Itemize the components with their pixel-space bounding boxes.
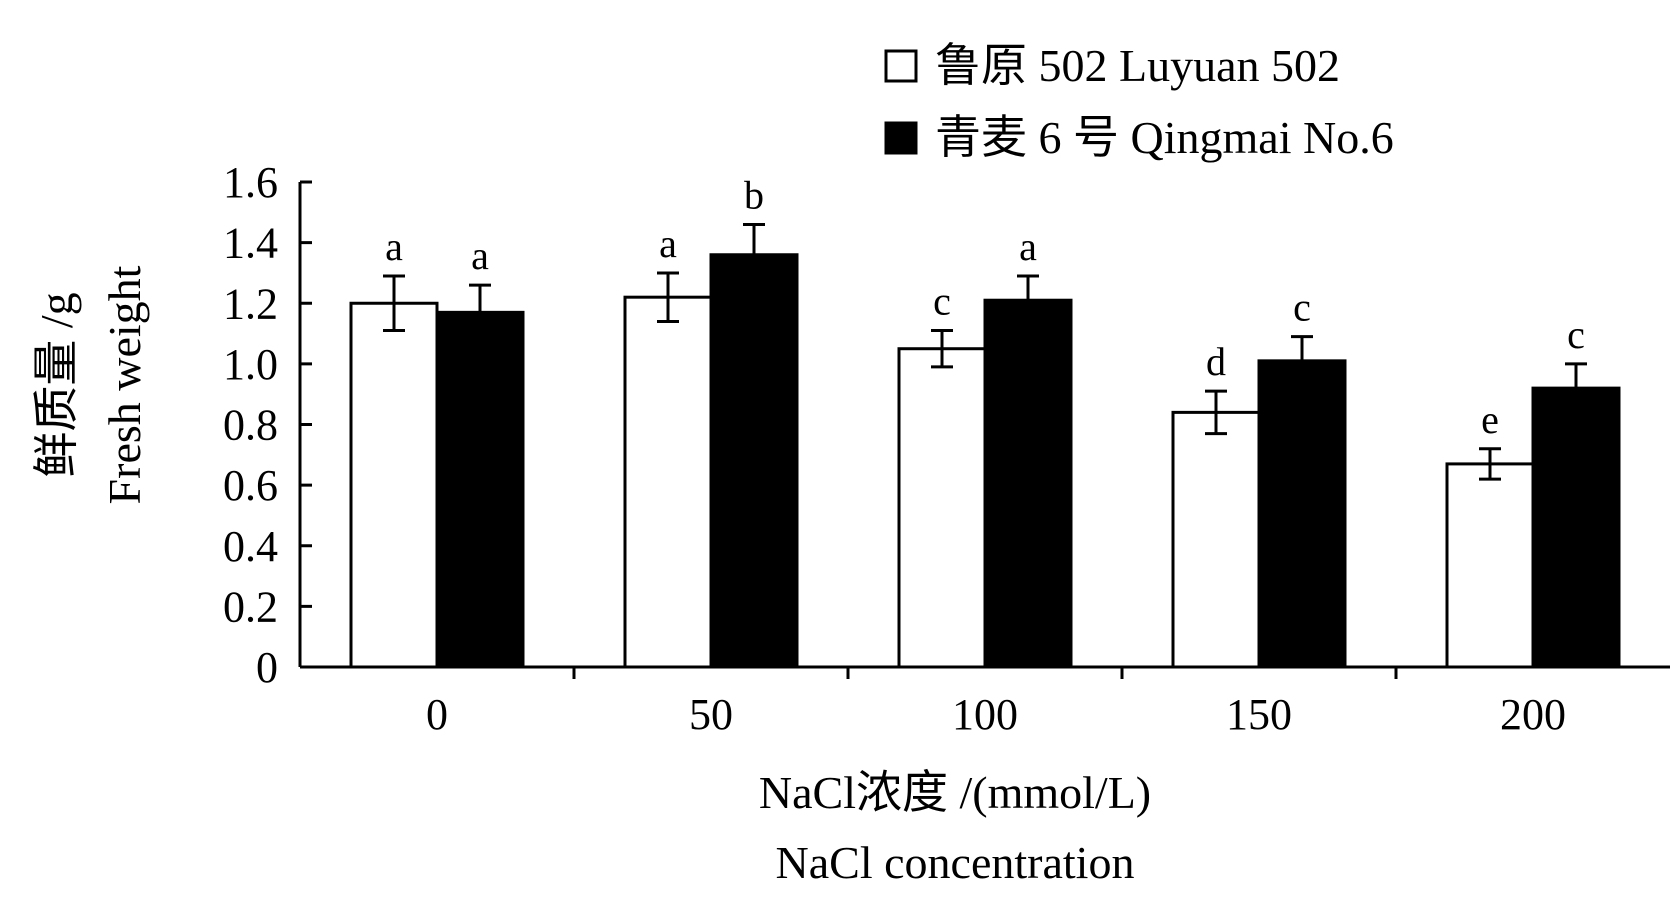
axes: 0 0.2 0.4 0.6 0.8 1.0 1.2 1.4 1.6 0 50 100 150 200 bbox=[223, 158, 1670, 739]
significance-letter: b bbox=[744, 172, 764, 217]
bar-luyuan bbox=[349, 301, 439, 669]
y-tick-label: 1.6 bbox=[223, 158, 278, 207]
significance-letter: c bbox=[933, 279, 951, 324]
y-tick-label: 0.6 bbox=[223, 461, 278, 510]
bar-luyuan bbox=[1445, 462, 1535, 669]
y-axis-title-cn: 鲜质量 /g bbox=[31, 292, 82, 477]
significance-letter: d bbox=[1206, 339, 1226, 384]
significance-letter: a bbox=[471, 233, 489, 278]
significance-letter: c bbox=[1293, 285, 1311, 330]
y-axis-title-en: Fresh weight bbox=[99, 265, 150, 504]
bar-qingmai bbox=[1257, 359, 1347, 669]
significance-letter: a bbox=[385, 224, 403, 269]
bar-qingmai bbox=[709, 253, 799, 669]
significance-letter: a bbox=[659, 221, 677, 266]
significance-letter: c bbox=[1567, 312, 1585, 357]
x-tick-label: 200 bbox=[1500, 690, 1566, 739]
y-tick-label: 0.4 bbox=[223, 522, 278, 571]
labels: a a a b c a d c e c bbox=[385, 172, 1585, 441]
bar-qingmai bbox=[983, 298, 1073, 669]
x-tick-label: 50 bbox=[689, 690, 733, 739]
y-tick-label: 1.0 bbox=[223, 340, 278, 389]
legend-label: 鲁原 502 Luyuan 502 bbox=[935, 40, 1340, 91]
bar-luyuan bbox=[1171, 410, 1261, 669]
significance-letter: e bbox=[1481, 397, 1499, 442]
x-tick-label: 100 bbox=[952, 690, 1018, 739]
y-tick-label: 1.4 bbox=[223, 219, 278, 268]
bar-luyuan bbox=[623, 295, 713, 669]
y-tick-label: 0 bbox=[256, 643, 278, 692]
y-tick-label: 0.2 bbox=[223, 582, 278, 631]
x-tick-label: 0 bbox=[426, 690, 448, 739]
bars bbox=[349, 222, 1621, 669]
bar-luyuan bbox=[897, 347, 987, 669]
x-axis-title-en: NaCl concentration bbox=[776, 837, 1135, 888]
y-tick-label: 0.8 bbox=[223, 401, 278, 450]
legend: 鲁原 502 Luyuan 502 青麦 6 号 Qingmai No.6 bbox=[884, 40, 1394, 163]
legend-label: 青麦 6 号 Qingmai No.6 bbox=[935, 112, 1394, 163]
x-tick-label: 150 bbox=[1226, 690, 1292, 739]
bar-qingmai bbox=[1531, 386, 1621, 669]
significance-letter: a bbox=[1019, 224, 1037, 269]
x-axis-title-cn: NaCl浓度 /(mmol/L) bbox=[759, 767, 1151, 818]
bar-qingmai bbox=[435, 310, 525, 669]
legend-swatch bbox=[884, 49, 918, 83]
legend-swatch bbox=[884, 121, 918, 155]
y-tick-label: 1.2 bbox=[223, 279, 278, 328]
